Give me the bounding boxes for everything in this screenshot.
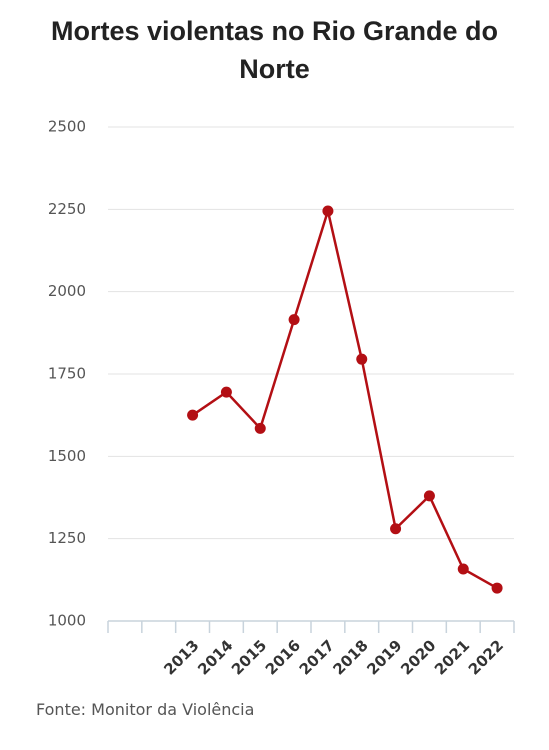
- chart: 1000 1250 1500 1750 2000 2250 2500 201320142015…: [48, 118, 515, 679]
- x-tick-label: 2018: [330, 636, 372, 678]
- x-tick-label: 2016: [262, 636, 304, 678]
- source-note: Fonte: Monitor da Violência: [36, 700, 255, 719]
- data-point: [356, 353, 368, 365]
- y-tick-label: 2250: [48, 200, 86, 218]
- x-tick-label: 2013: [160, 636, 202, 678]
- y-tick-label: 1000: [48, 612, 86, 630]
- data-point: [220, 386, 232, 398]
- y-tick-label: 1250: [48, 529, 86, 547]
- x-tick-label: 2019: [363, 636, 405, 678]
- data-point: [457, 563, 469, 575]
- x-tick-label: 2017: [296, 636, 338, 678]
- data-point: [423, 490, 435, 502]
- y-tick-label: 1750: [48, 365, 86, 383]
- x-tick-label: 2014: [194, 636, 236, 678]
- y-tick-label: 2500: [48, 118, 86, 136]
- data-point: [254, 422, 266, 434]
- data-point: [288, 314, 300, 326]
- x-tick-label: 2021: [431, 636, 473, 678]
- data-point: [390, 523, 402, 535]
- x-tick-label: 2022: [465, 636, 507, 678]
- data-point: [187, 409, 199, 421]
- x-tick-label: 2015: [228, 636, 270, 678]
- x-tick-label: 2020: [397, 636, 439, 678]
- data-point: [322, 205, 334, 217]
- data-point: [491, 582, 503, 594]
- y-tick-label: 1500: [48, 447, 86, 465]
- y-tick-label: 2000: [48, 282, 86, 300]
- series-line: [191, 206, 498, 590]
- chart-title: Mortes violentas no Rio Grande do Norte: [50, 16, 499, 84]
